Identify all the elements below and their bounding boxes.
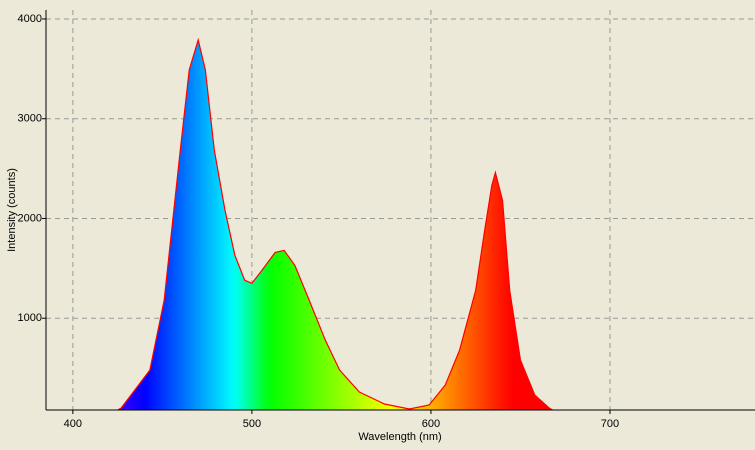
y-tick-label: 1000 — [18, 312, 42, 324]
line — [117, 37, 553, 411]
area — [117, 39, 553, 411]
y-axis-label: Intensity (counts) — [6, 168, 18, 252]
y-tick-label: 3000 — [18, 113, 42, 125]
x-tick-label: 700 — [601, 418, 619, 430]
x-axis-label: Wavelength (nm) — [358, 431, 441, 443]
y-tick-label: 4000 — [18, 13, 42, 25]
x-tick-label: 500 — [243, 418, 261, 430]
x-tick-label: 600 — [422, 418, 440, 430]
plot — [46, 10, 755, 411]
x-tick-label: 400 — [64, 418, 82, 430]
y-tick-label: 2000 — [18, 212, 42, 224]
